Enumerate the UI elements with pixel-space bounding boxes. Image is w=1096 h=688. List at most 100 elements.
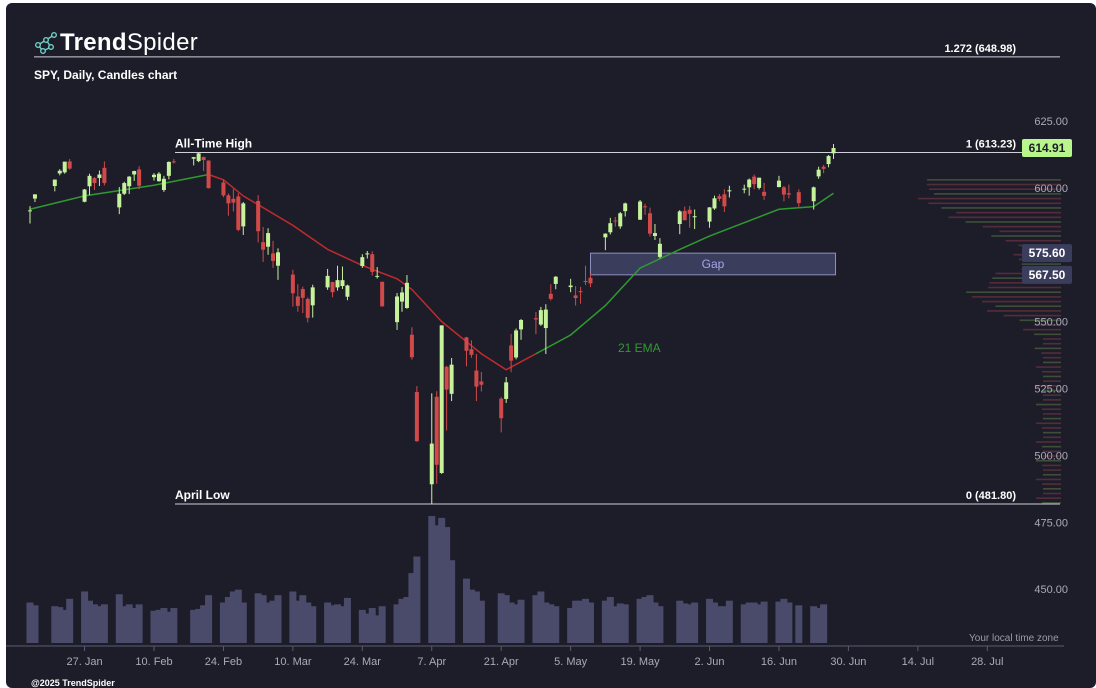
candle[interactable] (781, 187, 786, 195)
candle[interactable] (305, 298, 310, 318)
candle[interactable] (87, 175, 92, 187)
candle[interactable] (652, 233, 657, 237)
candle[interactable] (67, 161, 72, 169)
candle[interactable] (236, 196, 241, 230)
candle[interactable] (57, 170, 62, 174)
candle[interactable] (538, 310, 543, 325)
candle[interactable] (340, 280, 345, 287)
candle[interactable] (533, 318, 538, 320)
candle[interactable] (543, 309, 548, 329)
candle[interactable] (62, 161, 67, 173)
candle[interactable] (231, 198, 236, 203)
candle[interactable] (241, 203, 246, 227)
candle[interactable] (831, 148, 836, 154)
candle[interactable] (439, 325, 444, 474)
candle[interactable] (548, 293, 553, 299)
candle[interactable] (370, 254, 375, 272)
candle[interactable] (127, 176, 132, 187)
candle[interactable] (603, 233, 608, 238)
candle[interactable] (400, 292, 404, 302)
candle[interactable] (796, 192, 801, 204)
candle[interactable] (201, 157, 206, 161)
candle[interactable] (28, 210, 32, 212)
candle[interactable] (196, 153, 201, 162)
candle[interactable] (816, 169, 821, 177)
candle[interactable] (742, 188, 747, 190)
candle[interactable] (380, 281, 385, 307)
candle[interactable] (122, 183, 127, 194)
candle[interactable] (206, 160, 211, 189)
candle[interactable] (776, 180, 781, 188)
candle[interactable] (509, 345, 514, 361)
candle[interactable] (588, 277, 593, 284)
candle[interactable] (578, 291, 583, 293)
candle[interactable] (707, 207, 712, 222)
candle[interactable] (92, 177, 97, 184)
candle[interactable] (276, 252, 280, 266)
candle[interactable] (583, 280, 588, 282)
candle[interactable] (469, 349, 474, 355)
candle[interactable] (519, 320, 524, 330)
candle[interactable] (335, 280, 340, 288)
candle[interactable] (409, 334, 414, 358)
candle[interactable] (404, 282, 409, 308)
gap-zone[interactable] (589, 252, 837, 276)
candle[interactable] (757, 177, 762, 188)
candle[interactable] (643, 206, 648, 208)
candle[interactable] (712, 198, 717, 209)
candle[interactable] (429, 443, 434, 485)
candle[interactable] (687, 209, 692, 214)
candle[interactable] (171, 161, 176, 163)
candle[interactable] (395, 296, 400, 323)
candle[interactable] (474, 370, 479, 387)
candle[interactable] (300, 288, 305, 298)
candle[interactable] (727, 190, 732, 192)
candle[interactable] (623, 203, 628, 212)
candle[interactable] (345, 285, 350, 297)
candle[interactable] (102, 167, 107, 184)
timezone-label[interactable]: Your local time zone (969, 633, 1059, 644)
candle[interactable] (464, 337, 469, 351)
candle[interactable] (261, 242, 266, 250)
candle[interactable] (97, 174, 102, 178)
candle[interactable] (717, 196, 722, 199)
candle[interactable] (310, 287, 315, 306)
candle[interactable] (762, 191, 767, 196)
candle[interactable] (553, 276, 558, 284)
candle[interactable] (752, 176, 757, 185)
candle[interactable] (568, 285, 573, 288)
candle[interactable] (504, 382, 509, 399)
candle[interactable] (434, 396, 439, 465)
candle[interactable] (266, 233, 271, 247)
candle[interactable] (117, 193, 122, 208)
candle[interactable] (360, 257, 365, 266)
candle[interactable] (618, 213, 623, 227)
candle[interactable] (375, 275, 380, 277)
candle[interactable] (295, 296, 300, 306)
candle[interactable] (826, 156, 831, 165)
candle[interactable] (514, 330, 519, 358)
candle[interactable] (811, 187, 816, 202)
candle[interactable] (608, 223, 613, 233)
candle[interactable] (290, 274, 295, 294)
candle[interactable] (161, 178, 166, 191)
candle[interactable] (271, 253, 276, 261)
candle[interactable] (226, 195, 231, 204)
candle[interactable] (499, 398, 504, 419)
candle[interactable] (613, 220, 618, 222)
candle[interactable] (32, 194, 37, 199)
candle[interactable] (330, 282, 335, 293)
candle[interactable] (692, 216, 697, 218)
candle[interactable] (132, 171, 137, 175)
candle[interactable] (638, 201, 643, 220)
chart-panel[interactable]: 1.272 (648.98) 1 (613.23) All-Time High 0 (… (6, 3, 1096, 688)
candle[interactable] (821, 166, 826, 169)
candle[interactable] (221, 182, 226, 196)
candle[interactable] (156, 173, 161, 182)
candle[interactable] (722, 194, 727, 207)
candle[interactable] (657, 243, 662, 257)
candle[interactable] (82, 189, 87, 202)
candle[interactable] (414, 391, 419, 442)
candle[interactable] (682, 210, 687, 221)
candle[interactable] (152, 174, 156, 178)
